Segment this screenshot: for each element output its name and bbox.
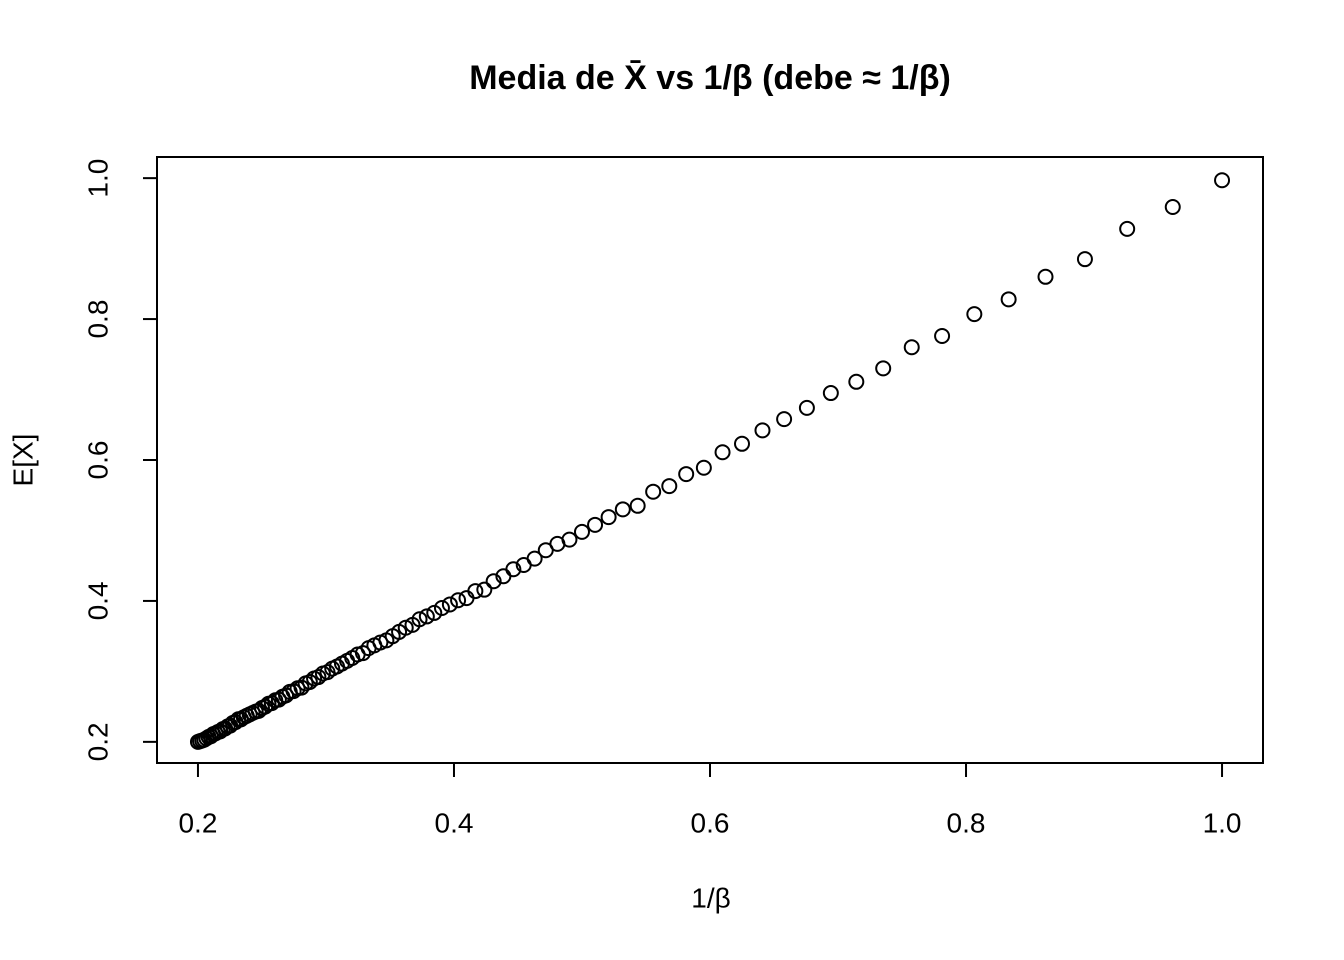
x-tick-label: 1.0 (1203, 807, 1242, 838)
y-tick-label: 0.6 (82, 441, 113, 480)
point (714, 444, 731, 461)
x-tick-label: 0.2 (178, 807, 217, 838)
point (934, 327, 951, 344)
point (485, 573, 502, 590)
point (776, 411, 793, 428)
x-tick-label: 0.4 (435, 807, 474, 838)
point (1214, 172, 1231, 189)
point (573, 523, 590, 540)
point (903, 339, 920, 356)
y-tick-label: 0.4 (82, 581, 113, 620)
point (966, 306, 983, 323)
point (587, 516, 604, 533)
x-axis-label: 1/β (691, 882, 730, 913)
point (289, 680, 306, 697)
point (450, 592, 467, 609)
x-tick-label: 0.6 (691, 807, 730, 838)
point (515, 556, 532, 573)
point (695, 459, 712, 476)
point (324, 660, 341, 677)
y-tick-label: 0.8 (82, 300, 113, 339)
point (848, 373, 865, 390)
point (418, 608, 435, 625)
chart-title: Media de X̄ vs 1/β (debe ≈ 1/β) (469, 59, 951, 97)
y-axis-label: E[X] (7, 434, 38, 487)
point (189, 733, 206, 750)
point (629, 497, 646, 514)
point (798, 399, 815, 416)
point (661, 478, 678, 495)
y-tick-label: 1.0 (82, 159, 113, 198)
point (297, 675, 314, 692)
point (822, 385, 839, 402)
point (314, 665, 331, 682)
point (476, 581, 493, 598)
point (495, 568, 512, 585)
point (1037, 268, 1054, 285)
point (1076, 251, 1093, 268)
point (678, 466, 695, 483)
x-tick-label: 0.8 (947, 807, 986, 838)
point (441, 596, 458, 613)
point (614, 501, 631, 518)
point (754, 422, 771, 439)
point (426, 604, 443, 621)
y-tick-label: 0.2 (82, 722, 113, 761)
point (645, 483, 662, 500)
point (1119, 220, 1136, 237)
point (875, 360, 892, 377)
point (1000, 291, 1017, 308)
point (734, 435, 751, 452)
point (458, 590, 475, 607)
point (537, 542, 554, 559)
point (306, 670, 323, 687)
point (467, 583, 484, 600)
point (1164, 199, 1181, 216)
point (600, 509, 617, 526)
